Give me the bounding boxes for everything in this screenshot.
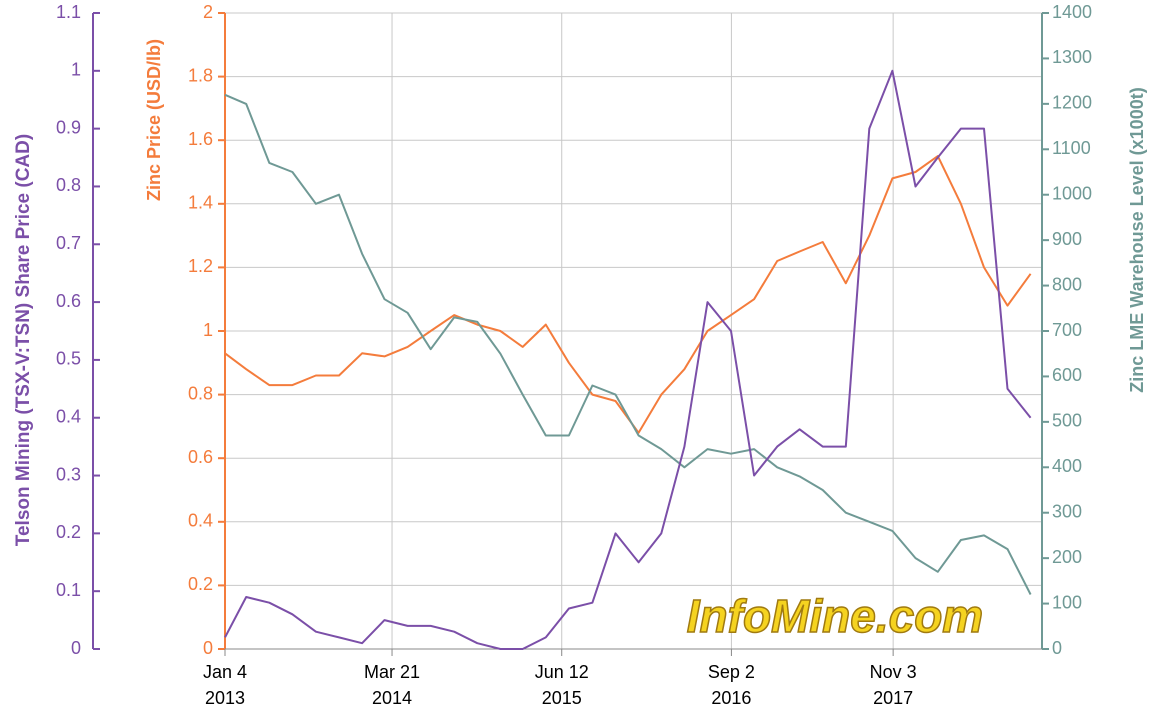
y3-tick-label: 1.1 (56, 2, 81, 22)
y-tick-label: 1.8 (188, 65, 213, 85)
data-line (224, 93, 1032, 595)
y-tick-label: 1.6 (188, 129, 213, 149)
y2-tick-label: 300 (1052, 501, 1082, 521)
y3-tick-label: 0.2 (56, 522, 81, 542)
y3-tick-label: 0.6 (56, 291, 81, 311)
y-tick-label: 1 (203, 320, 213, 340)
y3-tick-label: 0.4 (56, 406, 81, 426)
y3-tick-label: 0.8 (56, 175, 81, 195)
y-tick-label: 2 (203, 2, 213, 22)
watermark: InfoMine.com (687, 590, 983, 642)
y2-tick-label: 1400 (1052, 2, 1092, 22)
data-line (224, 69, 1032, 650)
y-tick-label: 1.4 (188, 193, 213, 213)
y2-tick-label: 200 (1052, 547, 1082, 567)
y-tick-label: 0 (203, 638, 213, 658)
x-tick-label: Jan 4 2013 (202, 662, 248, 708)
y3-tick-label: 1 (71, 60, 81, 80)
x-tick-label: Sep 2 2016 (707, 662, 755, 708)
y3-tick-label: 0.5 (56, 349, 81, 369)
x-tick-label: Jun 12 2015 (534, 662, 589, 708)
y-tick-label: 1.2 (188, 256, 213, 276)
y2-tick-label: 1200 (1052, 93, 1092, 113)
y2-tick-label: 700 (1052, 320, 1082, 340)
y2-tick-label: 600 (1052, 365, 1082, 385)
y3-tick-label: 0 (71, 638, 81, 658)
y2-tick-label: 400 (1052, 456, 1082, 476)
data-line (224, 155, 1032, 434)
y2-tick-label: 1100 (1052, 138, 1091, 158)
y2-tick-label: 800 (1052, 274, 1082, 294)
y3-tick-label: 0.9 (56, 117, 81, 137)
y-axis-title: Zinc Price (USD/lb) (144, 39, 164, 201)
y2-axis-title: Zinc LME Warehouse Level (x1000t) (1127, 87, 1147, 392)
y-tick-label: 0.4 (188, 511, 213, 531)
y2-tick-label: 500 (1052, 411, 1082, 431)
y-tick-label: 0.8 (188, 383, 213, 403)
y2-tick-label: 1000 (1052, 183, 1092, 203)
x-tick-label: Nov 3 2017 (869, 662, 917, 708)
y3-tick-label: 0.7 (56, 233, 81, 253)
y3-tick-label: 0.3 (56, 464, 81, 484)
x-tick-label: Mar 21 2014 (364, 662, 421, 708)
y2-tick-label: 0 (1052, 638, 1062, 658)
y-tick-label: 0.2 (188, 574, 213, 594)
y3-axis-title: Telson Mining (TSX-V:TSN) Share Price (C… (13, 134, 34, 546)
y2-tick-label: 900 (1052, 229, 1082, 249)
y2-tick-label: 100 (1052, 592, 1082, 612)
y2-tick-label: 1300 (1052, 47, 1092, 67)
y3-tick-label: 0.1 (56, 580, 81, 600)
y-tick-label: 0.6 (188, 447, 213, 467)
